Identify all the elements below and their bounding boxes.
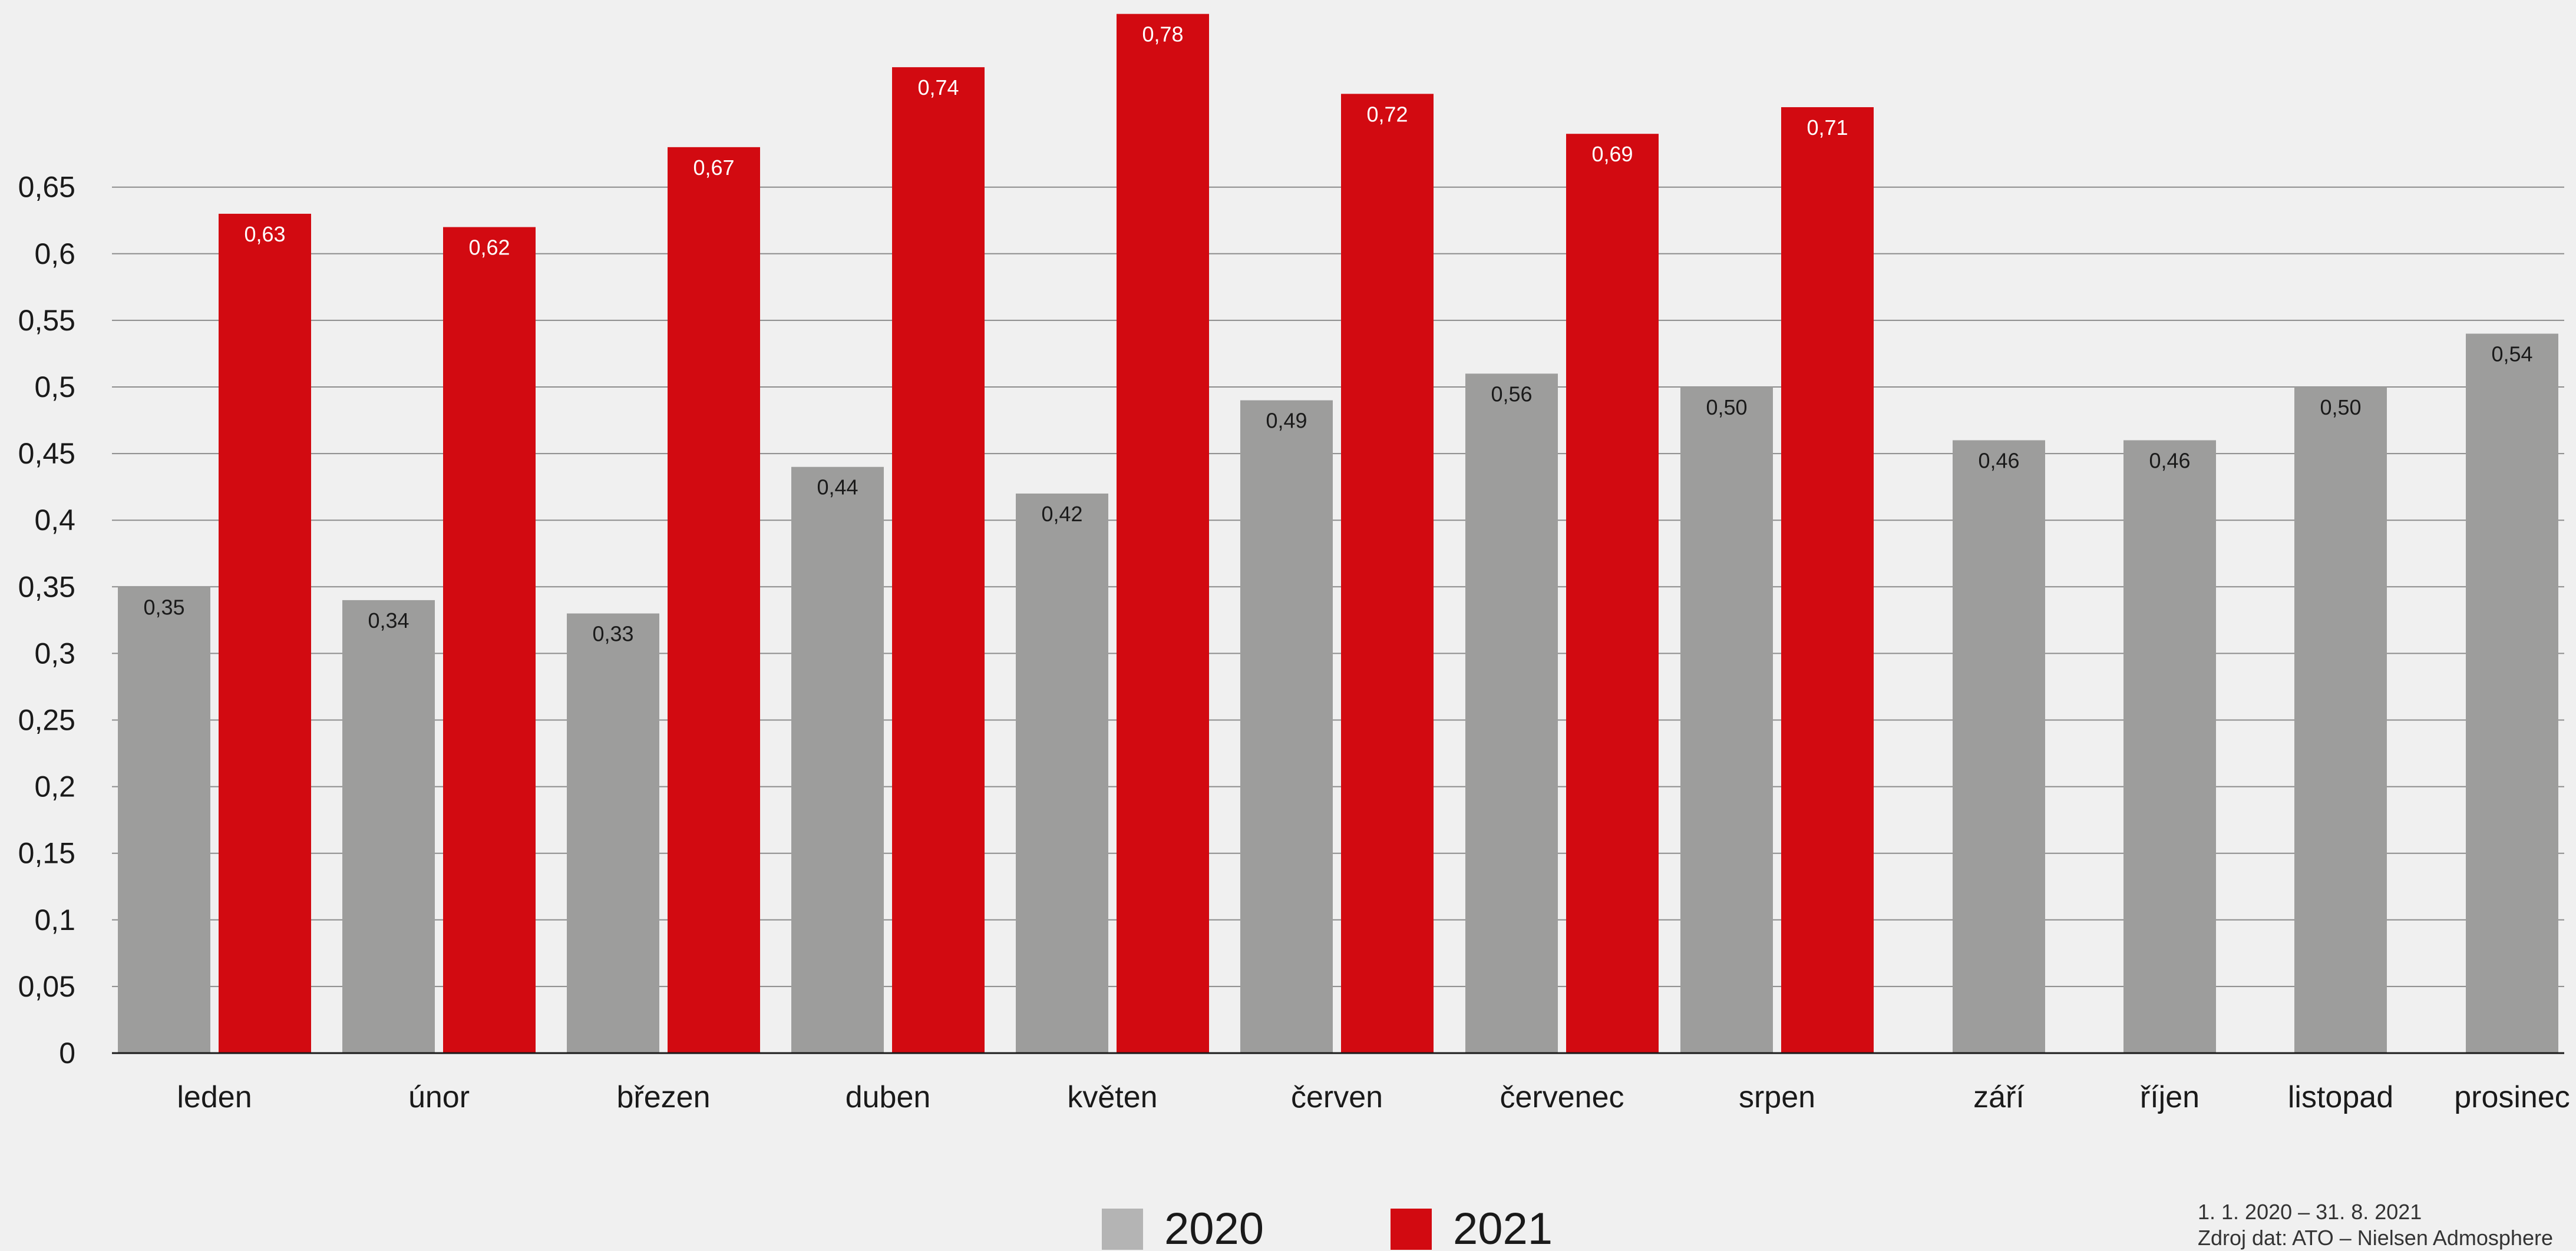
y-tick-label: 0,65 xyxy=(18,171,75,204)
data-label: 0,62 xyxy=(468,236,510,260)
y-tick-label: 0,5 xyxy=(34,370,75,403)
x-category-label: březen xyxy=(617,1080,711,1114)
data-label: 0,69 xyxy=(1591,142,1633,166)
y-tick-label: 0,6 xyxy=(34,237,75,270)
y-tick-label: 0,05 xyxy=(18,970,75,1003)
data-label: 0,44 xyxy=(817,475,858,499)
bar-2020 xyxy=(2466,333,2558,1053)
bar-2020 xyxy=(2294,387,2387,1053)
bar-2020 xyxy=(342,600,435,1053)
x-category-label: prosinec xyxy=(2454,1080,2570,1114)
data-label: 0,46 xyxy=(1978,448,2019,472)
data-label: 0,71 xyxy=(1806,115,1848,140)
data-label: 0,74 xyxy=(917,75,959,100)
legend: 2020 2021 xyxy=(1102,1204,1553,1251)
y-tick-label: 0,3 xyxy=(34,637,75,670)
x-category-label: srpen xyxy=(1739,1080,1815,1114)
data-label: 0,33 xyxy=(592,622,633,646)
bar-2020 xyxy=(1465,373,1558,1053)
data-label: 0,72 xyxy=(1366,102,1408,126)
y-tick-label: 0,45 xyxy=(18,437,75,470)
y-tick-label: 0,35 xyxy=(18,570,75,603)
data-label: 0,49 xyxy=(1266,409,1307,433)
source-period: 1. 1. 2020 – 31. 8. 2021 xyxy=(2198,1200,2422,1224)
y-axis-ticks: 0 0,05 0,1 0,15 0,2 0,25 0,3 0,35 0,4 0,45 0,5 0,55… xyxy=(18,171,75,1070)
bar-2020 xyxy=(791,466,884,1053)
legend-label-2021: 2021 xyxy=(1453,1204,1553,1251)
data-label: 0,34 xyxy=(368,608,409,633)
source-data: Zdroj dat: ATO – Nielsen Admosphere xyxy=(2198,1226,2553,1250)
bar-2021 xyxy=(1341,94,1434,1054)
x-category-label: září xyxy=(1973,1080,2025,1114)
bar-2020 xyxy=(1680,387,1773,1053)
bar-2020 xyxy=(118,587,210,1053)
data-labels: 0,35 0,63 0,34 0,62 0,33 0,67 0,44 0,74 0,42 0,78… xyxy=(143,22,2532,646)
bar-2021 xyxy=(1781,107,1874,1054)
y-tick-label: 0,25 xyxy=(18,704,75,737)
bar-2020 xyxy=(1240,400,1333,1053)
x-category-label: červenec xyxy=(1500,1080,1624,1114)
source-note: 1. 1. 2020 – 31. 8. 2021 Zdroj dat: ATO … xyxy=(2198,1199,2553,1251)
x-category-label: únor xyxy=(408,1080,470,1114)
data-label: 0,78 xyxy=(1142,22,1183,47)
bar-2020 xyxy=(567,613,659,1053)
y-tick-label: 0,55 xyxy=(18,304,75,337)
data-label: 0,63 xyxy=(244,222,285,246)
data-label: 0,46 xyxy=(2149,448,2190,472)
bar-2021 xyxy=(443,227,536,1053)
bar-2020 xyxy=(1016,493,1108,1053)
y-tick-label: 0,1 xyxy=(34,904,75,936)
data-label: 0,35 xyxy=(143,595,184,619)
data-label: 0,67 xyxy=(693,155,734,180)
x-category-label: květen xyxy=(1067,1080,1157,1114)
data-label: 0,54 xyxy=(2491,342,2532,366)
data-label: 0,50 xyxy=(1706,395,1747,419)
data-label: 0,42 xyxy=(1041,502,1082,526)
bar-2021 xyxy=(668,147,760,1054)
x-category-label: červen xyxy=(1291,1080,1383,1114)
x-category-label: říjen xyxy=(2140,1080,2199,1114)
y-tick-label: 0,2 xyxy=(34,770,75,803)
x-category-label: duben xyxy=(846,1080,931,1114)
bar-2021 xyxy=(1566,134,1659,1054)
bar-2021 xyxy=(892,67,985,1054)
data-label: 0,50 xyxy=(2320,395,2361,419)
legend-label-2020: 2020 xyxy=(1164,1204,1264,1251)
legend-swatch-2021 xyxy=(1391,1209,1432,1250)
y-tick-label: 0,15 xyxy=(18,837,75,870)
bar-2020 xyxy=(2123,440,2216,1053)
bar-2021 xyxy=(219,213,311,1054)
y-tick-label: 0 xyxy=(59,1037,75,1070)
y-tick-label: 0,4 xyxy=(34,504,75,537)
bar-2021 xyxy=(1117,14,1209,1053)
x-axis-categories: leden únor březen duben květen červen červenec… xyxy=(177,1080,2570,1114)
data-label: 0,56 xyxy=(1491,382,1532,406)
bars xyxy=(118,14,2558,1054)
bar-2020 xyxy=(1953,440,2045,1053)
x-category-label: listopad xyxy=(2288,1080,2393,1114)
x-category-label: leden xyxy=(177,1080,252,1114)
legend-swatch-2020 xyxy=(1102,1209,1143,1250)
